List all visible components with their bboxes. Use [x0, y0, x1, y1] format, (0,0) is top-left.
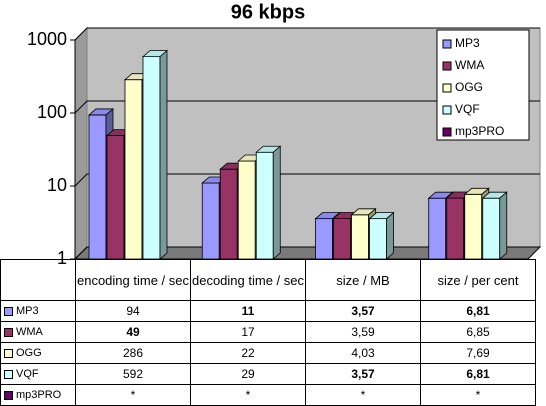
table-cell: 17 [190, 321, 306, 343]
bar-front [464, 193, 483, 260]
side-wall [74, 26, 88, 261]
legend-key [442, 61, 452, 71]
legend-label: OGG [455, 80, 483, 94]
bar-side [499, 191, 508, 260]
bar [368, 211, 395, 260]
bar-front [142, 56, 161, 260]
table-header: size / MB [305, 259, 421, 301]
table-cell: * [75, 384, 191, 406]
table-row: OGG 286 22 4,03 7,69 [0, 342, 536, 364]
bar-front [446, 197, 465, 260]
series-name: MP3 [16, 305, 39, 317]
legend-label: WMA [455, 58, 484, 72]
table-series-cell: WMA [0, 321, 76, 343]
table-cell: * [420, 384, 536, 406]
legend-box [436, 29, 530, 141]
bar-side [272, 145, 281, 260]
table-cell: 29 [190, 363, 306, 385]
bar-front [124, 79, 143, 260]
y-tick-label: 1 [57, 248, 67, 268]
bar-front [333, 218, 351, 260]
table-cell: * [305, 384, 421, 406]
table-cell: 94 [75, 300, 191, 322]
bar-front [428, 197, 447, 260]
table-header: decoding time / sec [190, 259, 306, 301]
table-series-cell: mp3PRO [0, 384, 76, 406]
table-cell: 6,81 [420, 300, 536, 322]
table-cell: 7,69 [420, 342, 536, 364]
legend-key [4, 327, 13, 337]
legend-key [4, 369, 13, 379]
legend-label: VQF [455, 102, 480, 116]
grid-line [74, 173, 540, 187]
table-cell: 3,57 [305, 363, 421, 385]
series-name: VQF [16, 368, 39, 380]
legend-label: mp3PRO [455, 124, 504, 138]
bar-front [106, 135, 125, 260]
table-header-row: encoding time / sec decoding time / sec si… [0, 259, 536, 301]
table-series-cell: OGG [0, 342, 76, 364]
table-header: size / per cent [420, 259, 536, 301]
table-corner [0, 259, 76, 301]
y-tick-label: 10 [47, 175, 67, 195]
table-cell: 4,03 [305, 342, 421, 364]
table-cell: 286 [75, 342, 191, 364]
legend-key [4, 348, 13, 358]
grid-line [74, 27, 540, 41]
table-row: mp3PRO * * * * [0, 384, 536, 406]
bar-front [482, 197, 501, 260]
series-name: WMA [16, 326, 43, 338]
legend-key [442, 127, 452, 137]
bar [255, 145, 282, 260]
legend-key [442, 39, 452, 49]
table-cell: 11 [190, 300, 306, 322]
bar-front [351, 214, 369, 260]
bar-front [255, 151, 274, 260]
chart-title: 96 kbps [231, 1, 305, 23]
series-name: mp3PRO [16, 389, 62, 401]
bar-side [159, 49, 168, 260]
table-header: encoding time / sec [75, 259, 191, 301]
table-cell: 49 [75, 321, 191, 343]
bar-front [201, 182, 220, 260]
table-cell: 3,57 [305, 300, 421, 322]
table-row: MP3 94 11 3,57 6,81 [0, 300, 536, 322]
bar [481, 191, 508, 260]
bar [141, 49, 169, 260]
y-tick-label: 100 [37, 102, 67, 122]
table-cell: 22 [190, 342, 306, 364]
table-series-cell: VQF [0, 363, 76, 385]
bar-side [386, 211, 394, 260]
y-tick-label: 1000 [27, 29, 67, 49]
table-cell: 6,81 [420, 363, 536, 385]
grid-line [74, 100, 540, 114]
bar-front [315, 218, 333, 260]
table-cell: 592 [75, 363, 191, 385]
series-name: OGG [16, 347, 42, 359]
bar-front [369, 218, 387, 260]
table-cell: 3,59 [305, 321, 421, 343]
table-row: VQF 592 29 3,57 6,81 [0, 363, 536, 385]
bar-front [237, 160, 256, 260]
legend-key [4, 306, 13, 316]
table-series-cell: MP3 [0, 300, 76, 322]
legend-key [4, 390, 13, 400]
table-row: WMA 49 17 3,59 6,85 [0, 321, 536, 343]
legend-key [442, 105, 452, 115]
legend-key [442, 83, 452, 93]
table-cell: 6,85 [420, 321, 536, 343]
data-table: encoding time / sec decoding time / sec si… [0, 259, 536, 406]
bar-front [88, 114, 107, 260]
table-cell: * [190, 384, 306, 406]
legend: MP3 WMA OGG VQF mp3PRO [436, 29, 530, 141]
bar-front [219, 168, 238, 260]
legend-label: MP3 [455, 36, 480, 50]
